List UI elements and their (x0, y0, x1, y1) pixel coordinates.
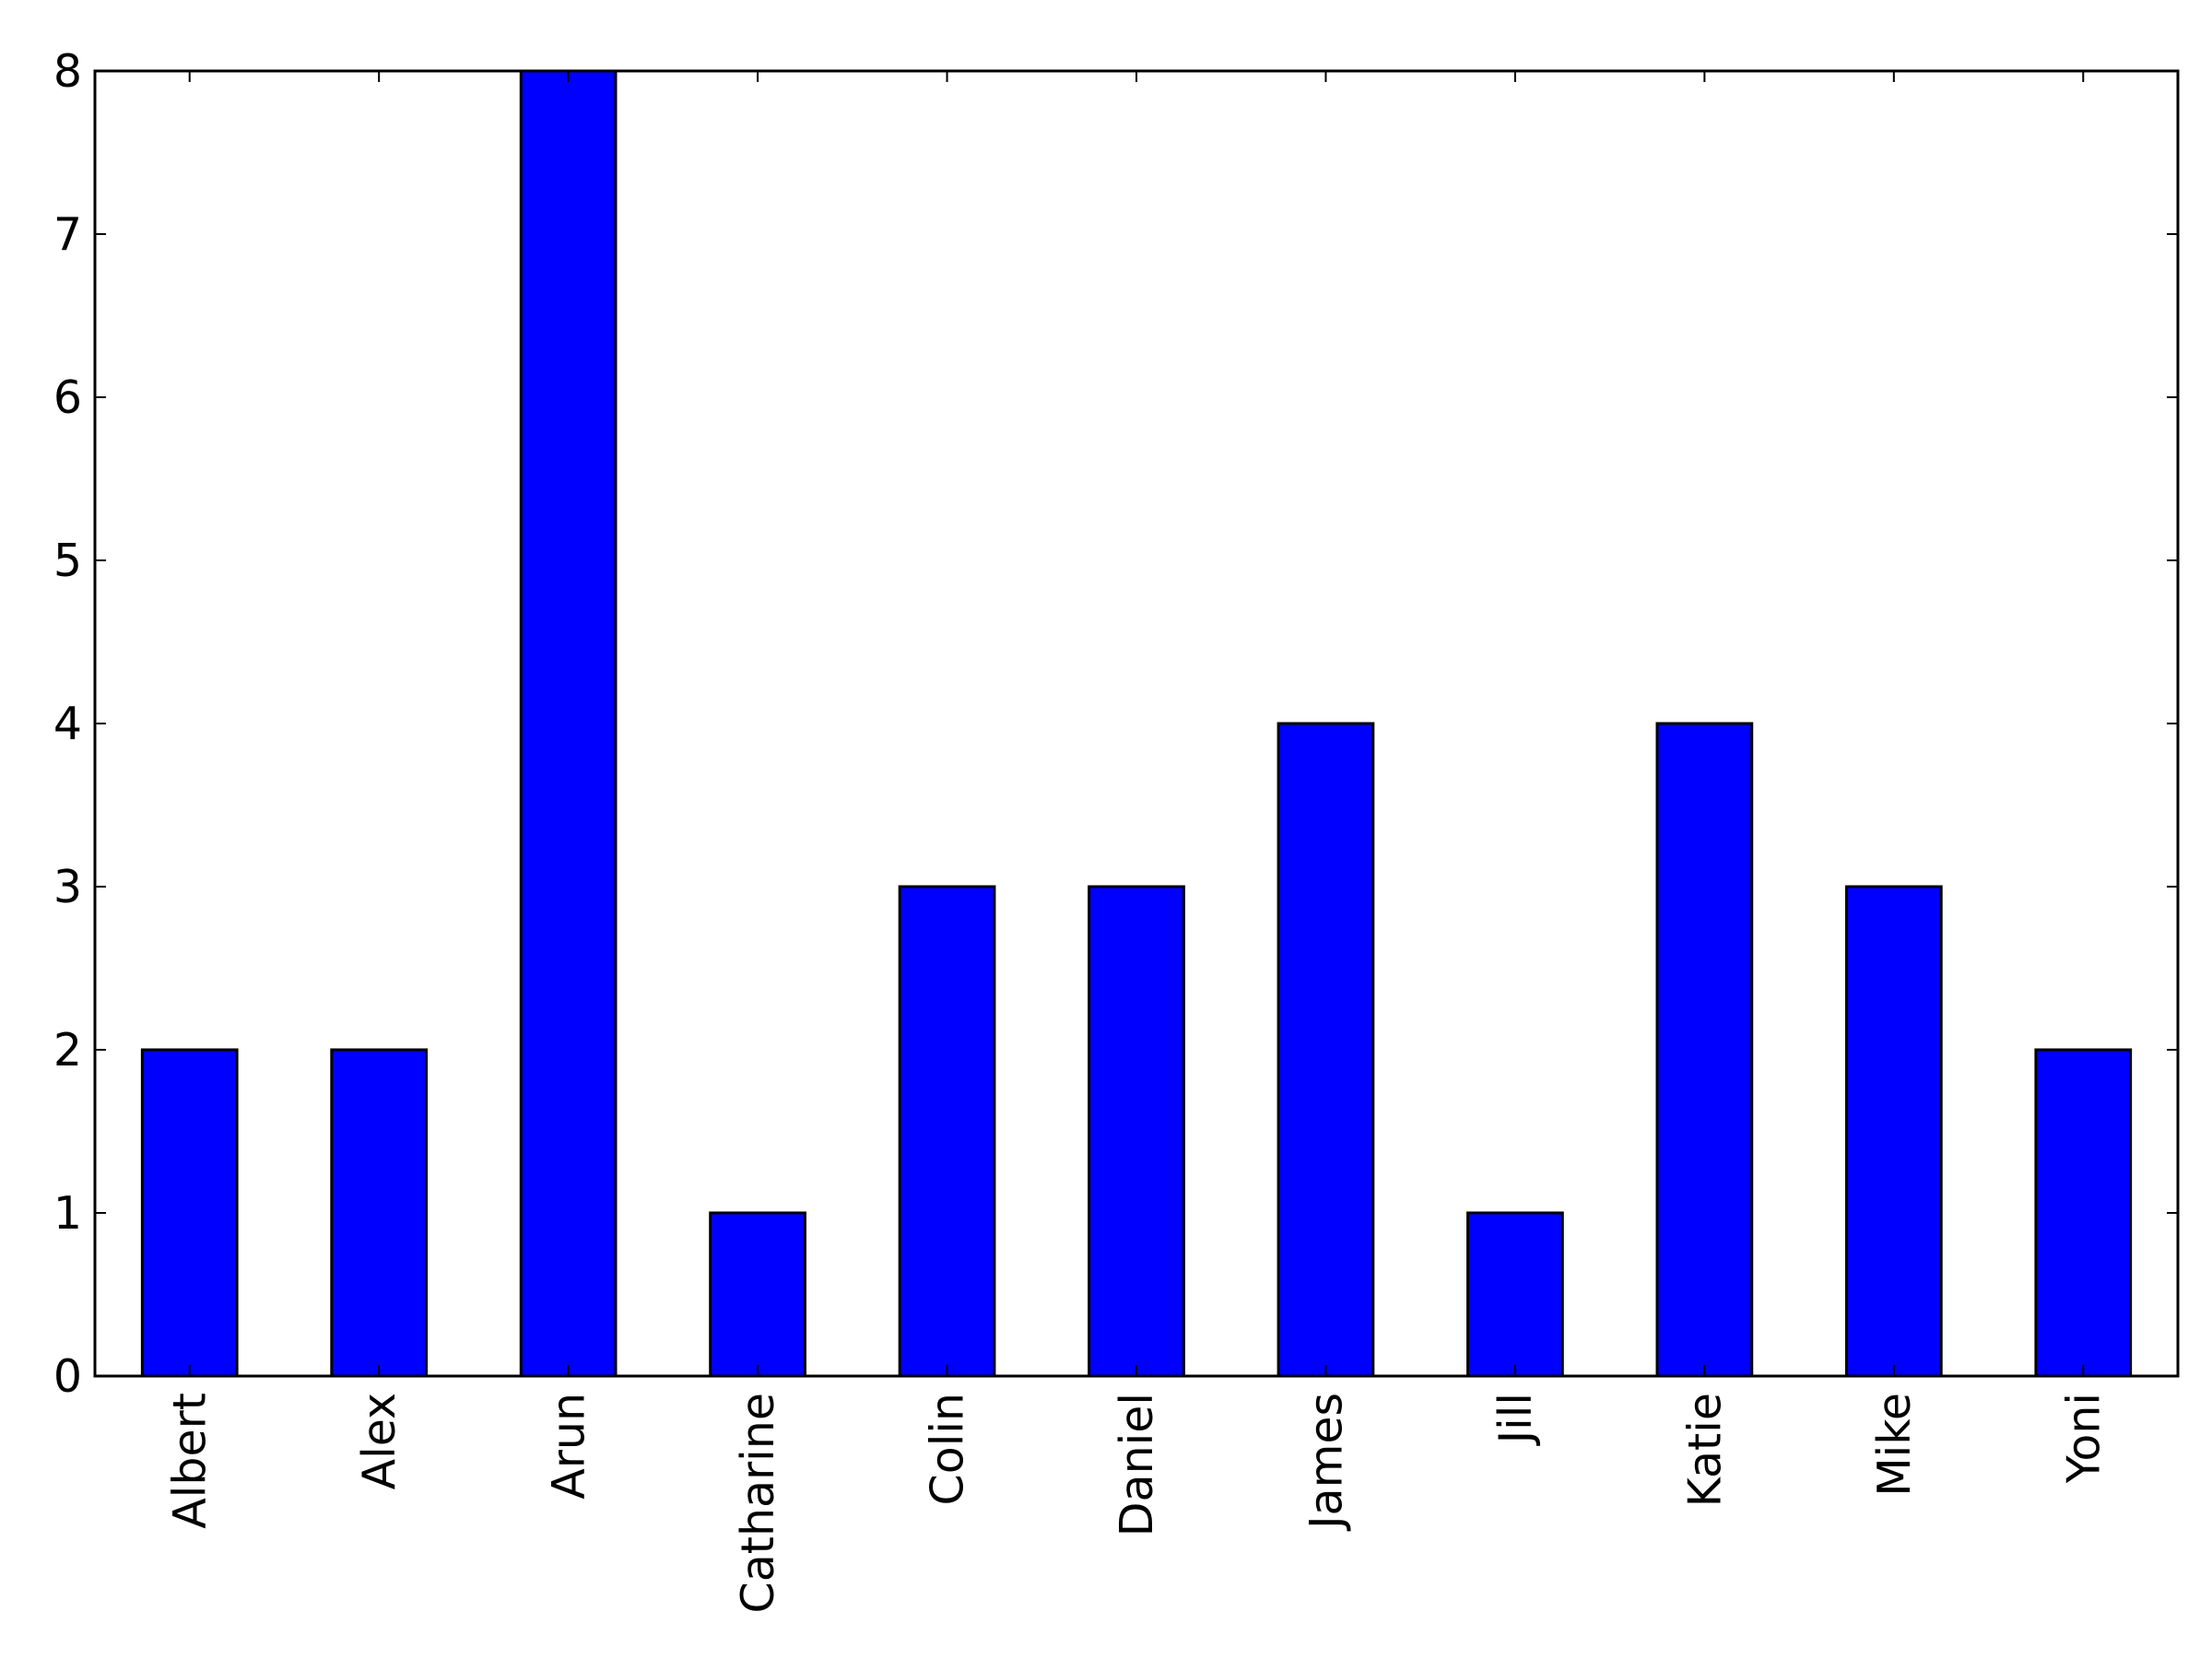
x-tick-label: Catharine (732, 1393, 784, 1614)
y-tick-label: 5 (53, 535, 82, 587)
bar (1844, 885, 1943, 1378)
x-tick-label: Katie (1678, 1393, 1731, 1507)
x-tick-label: Mike (1868, 1393, 1921, 1497)
x-tick-label: James (1300, 1393, 1352, 1532)
x-tick-label: Yoni (2057, 1393, 2110, 1484)
x-tick-label: Arun (543, 1393, 595, 1500)
y-tick-label: 8 (53, 45, 82, 98)
x-tick-label: Daniel (1111, 1393, 1163, 1536)
bar (709, 1211, 806, 1378)
bar (898, 885, 996, 1378)
y-tick-label: 3 (53, 861, 82, 913)
y-tick-label: 2 (53, 1024, 82, 1077)
x-tick-label: Jill (1489, 1393, 1542, 1446)
bar (1655, 722, 1754, 1378)
y-tick-label: 7 (53, 208, 82, 261)
y-tick-label: 1 (53, 1187, 82, 1240)
bar (1466, 1211, 1564, 1378)
y-tick-label: 0 (53, 1350, 82, 1403)
bar (330, 1048, 429, 1378)
bar (2034, 1048, 2133, 1378)
bar (1277, 722, 1375, 1378)
bar (1088, 885, 1185, 1378)
plot-area (140, 69, 2133, 1378)
bar (140, 1048, 239, 1378)
y-tick-label: 4 (53, 698, 82, 750)
x-tick-label: Alex (353, 1393, 406, 1489)
y-tick-label: 6 (53, 371, 82, 424)
x-tick-label: Albert (164, 1393, 217, 1529)
x-tick-label: Colin (922, 1393, 974, 1505)
bar (519, 69, 618, 1378)
